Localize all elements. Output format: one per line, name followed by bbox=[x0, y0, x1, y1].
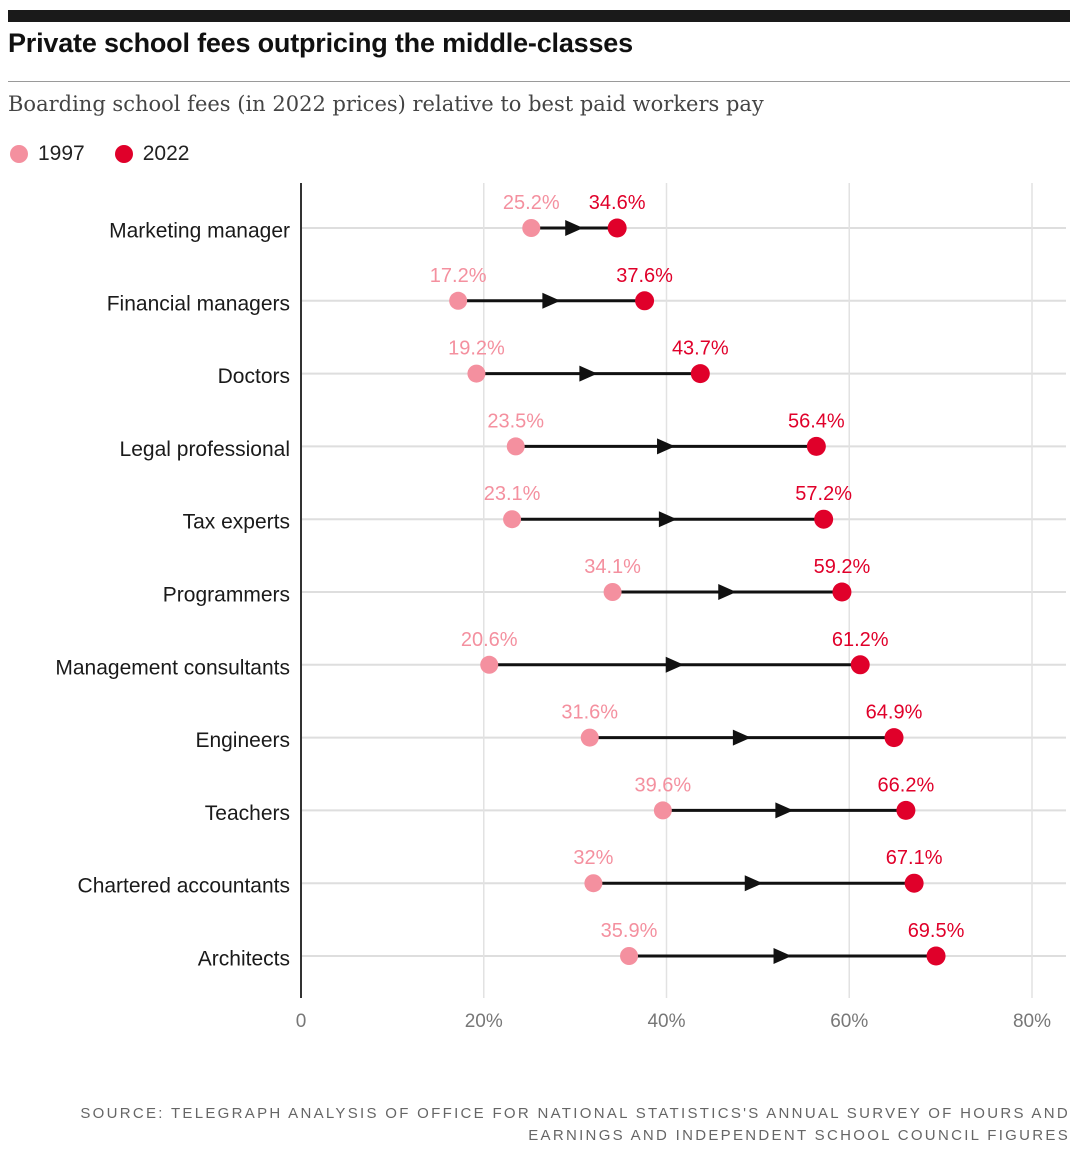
dot-2022 bbox=[635, 291, 655, 311]
dot-2022 bbox=[896, 800, 916, 820]
direction-arrow bbox=[579, 365, 598, 382]
dot-2022 bbox=[926, 946, 946, 966]
dot-1997 bbox=[584, 874, 603, 893]
data-label-2022: 64.9% bbox=[866, 702, 923, 724]
direction-arrow bbox=[658, 511, 677, 528]
chart-title: Private school fees outpricing the middl… bbox=[8, 28, 633, 58]
dot-2022 bbox=[884, 728, 904, 748]
source-note: SOURCE: TELEGRAPH ANALYSIS OF OFFICE FOR… bbox=[70, 1103, 1070, 1147]
dot-2022 bbox=[850, 655, 870, 675]
data-label-2022: 37.6% bbox=[616, 265, 673, 287]
dot-2022 bbox=[814, 509, 834, 529]
direction-arrow bbox=[542, 292, 561, 309]
category-label: Doctors bbox=[218, 365, 290, 388]
direction-arrow bbox=[732, 729, 751, 746]
category-label: Tax experts bbox=[183, 511, 290, 534]
x-tick-label: 60% bbox=[830, 1011, 868, 1032]
legend-item-2022: 2022 bbox=[114, 142, 190, 166]
direction-arrow bbox=[657, 438, 676, 455]
dot-1997 bbox=[620, 947, 639, 965]
data-label-2022: 69.5% bbox=[908, 920, 965, 942]
title-divider bbox=[8, 81, 1070, 82]
x-tick-label: 0 bbox=[296, 1011, 307, 1032]
data-label-1997: 23.5% bbox=[487, 410, 544, 432]
data-label-2022: 57.2% bbox=[795, 483, 852, 505]
category-label: Legal professional bbox=[120, 438, 290, 461]
dot-1997 bbox=[580, 728, 599, 747]
source-line-1: SOURCE: TELEGRAPH ANALYSIS OF OFFICE FOR… bbox=[80, 1105, 1070, 1122]
category-label: Architects bbox=[198, 948, 290, 971]
data-label-1997: 34.1% bbox=[584, 556, 641, 578]
direction-arrow bbox=[773, 948, 792, 964]
legend-label-2022: 2022 bbox=[142, 142, 190, 165]
dot-1997 bbox=[503, 510, 522, 529]
legend: 1997 2022 bbox=[10, 142, 219, 166]
dot-1997 bbox=[467, 364, 486, 383]
x-tick-label: 80% bbox=[1013, 1011, 1051, 1032]
data-label-1997: 31.6% bbox=[561, 702, 618, 724]
data-label-2022: 66.2% bbox=[878, 774, 935, 796]
data-label-1997: 17.2% bbox=[430, 265, 487, 287]
dot-1997 bbox=[506, 437, 525, 456]
legend-dot-1997 bbox=[10, 145, 28, 163]
dot-1997 bbox=[603, 583, 622, 601]
dot-1997 bbox=[480, 655, 499, 674]
data-label-1997: 32% bbox=[573, 847, 613, 869]
data-label-2022: 67.1% bbox=[886, 847, 943, 869]
data-label-2022: 43.7% bbox=[672, 338, 729, 360]
dot-2022 bbox=[690, 364, 710, 384]
data-label-1997: 39.6% bbox=[634, 774, 691, 796]
direction-arrow bbox=[665, 656, 684, 673]
dot-1997 bbox=[522, 219, 541, 237]
category-label: Engineers bbox=[195, 729, 290, 752]
legend-dot-2022 bbox=[114, 145, 133, 163]
source-line-2: EARNINGS AND INDEPENDENT SCHOOL COUNCIL … bbox=[528, 1127, 1070, 1144]
data-label-2022: 56.4% bbox=[788, 410, 845, 432]
data-label-2022: 34.6% bbox=[589, 192, 646, 214]
data-label-1997: 25.2% bbox=[503, 192, 560, 214]
data-label-2022: 61.2% bbox=[832, 629, 889, 651]
dot-2022 bbox=[832, 582, 852, 602]
data-label-1997: 23.1% bbox=[484, 483, 541, 505]
category-label: Marketing manager bbox=[109, 220, 290, 243]
data-label-1997: 35.9% bbox=[601, 920, 658, 942]
category-label: Chartered accountants bbox=[78, 875, 290, 898]
data-label-1997: 19.2% bbox=[448, 338, 505, 360]
data-label-2022: 59.2% bbox=[814, 556, 871, 578]
top-rule bbox=[8, 10, 1070, 22]
category-label: Management consultants bbox=[55, 656, 290, 679]
direction-arrow bbox=[775, 802, 794, 819]
dot-2022 bbox=[904, 873, 924, 893]
x-tick-label: 40% bbox=[647, 1011, 685, 1032]
data-label-1997: 20.6% bbox=[461, 629, 518, 651]
direction-arrow bbox=[718, 584, 737, 600]
direction-arrow bbox=[565, 220, 584, 236]
category-label: Teachers bbox=[205, 802, 290, 825]
dot-2022 bbox=[607, 218, 627, 238]
legend-label-1997: 1997 bbox=[38, 142, 85, 165]
dot-1997 bbox=[449, 291, 468, 310]
legend-item-1997: 1997 bbox=[10, 142, 85, 166]
x-tick-label: 20% bbox=[465, 1011, 503, 1032]
direction-arrow bbox=[744, 875, 763, 892]
chart-subtitle: Boarding school fees (in 2022 prices) re… bbox=[8, 92, 764, 116]
category-label: Programmers bbox=[163, 584, 290, 607]
dot-2022 bbox=[806, 436, 826, 456]
category-label: Financial managers bbox=[107, 292, 290, 315]
dot-1997 bbox=[653, 801, 672, 820]
